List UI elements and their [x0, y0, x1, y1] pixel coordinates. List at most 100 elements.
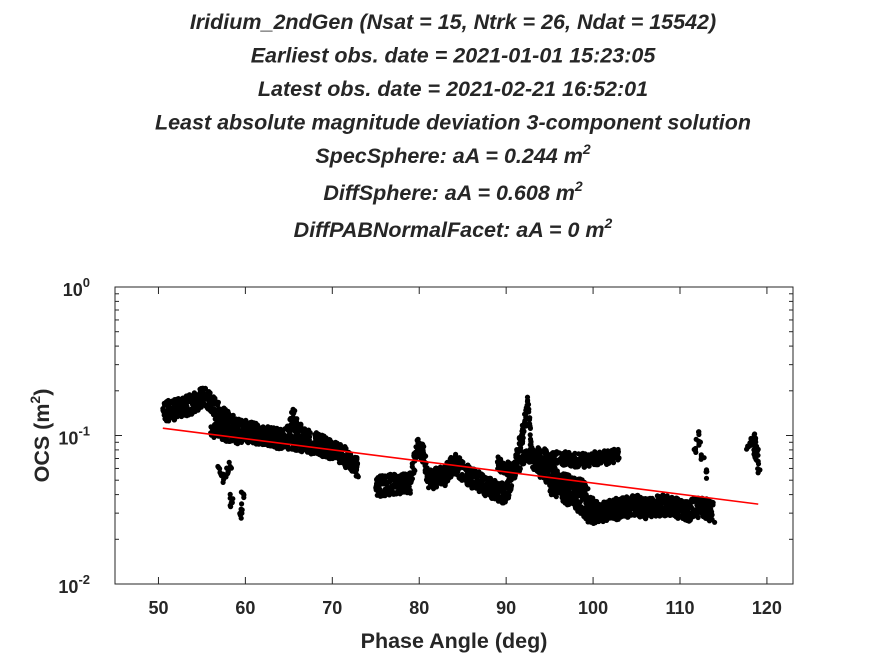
data-point: [552, 466, 558, 472]
data-point: [708, 513, 714, 520]
data-point: [460, 459, 466, 465]
data-point: [565, 501, 572, 507]
y-axis-label: OCS (m2): [27, 389, 54, 483]
data-point: [428, 467, 434, 473]
data-point: [755, 461, 762, 467]
data-point: [591, 458, 597, 464]
x-axis-label: Phase Angle (deg): [361, 629, 548, 653]
data-point: [527, 432, 533, 438]
component-unit-exponent: 2: [582, 141, 591, 157]
data-point: [519, 436, 526, 442]
data-point: [241, 492, 247, 498]
data-point: [662, 508, 668, 514]
data-point: [611, 508, 617, 514]
data-point: [288, 415, 294, 422]
data-point: [286, 433, 292, 439]
data-point: [575, 460, 581, 466]
component-unit-exponent: 2: [574, 178, 583, 194]
data-point: [583, 483, 589, 489]
data-point: [423, 453, 429, 459]
data-point: [314, 439, 320, 445]
data-point: [415, 437, 421, 443]
data-point: [626, 499, 632, 505]
data-point: [409, 464, 415, 470]
data-point: [755, 452, 761, 458]
data-point: [556, 450, 562, 456]
data-point: [566, 472, 572, 478]
data-point: [630, 493, 636, 499]
data-point: [542, 465, 548, 471]
data-point: [292, 419, 298, 426]
data-point: [526, 459, 532, 465]
data-point: [400, 471, 406, 477]
data-point: [603, 504, 609, 510]
data-point: [210, 412, 217, 418]
data-point: [425, 473, 431, 479]
data-point: [560, 498, 566, 504]
data-point: [669, 501, 676, 507]
data-point: [642, 496, 649, 502]
data-point: [527, 415, 533, 421]
data-point: [292, 408, 298, 414]
component-line: DiffPABNormalFacet: aA = 0 m2: [294, 215, 613, 242]
x-tick-label: 50: [148, 598, 168, 618]
data-point: [668, 495, 675, 501]
data-point: [584, 507, 590, 513]
data-point: [198, 404, 204, 410]
data-point: [560, 471, 567, 477]
data-point: [218, 424, 224, 430]
data-point: [228, 465, 234, 471]
data-point: [538, 448, 544, 454]
data-point: [321, 443, 327, 449]
data-point: [421, 444, 427, 450]
data-point: [653, 499, 659, 505]
data-point: [409, 476, 415, 482]
data-point: [696, 438, 702, 444]
data-point: [564, 490, 571, 496]
data-point: [431, 485, 437, 491]
data-point: [408, 471, 414, 477]
y-tick-label: 100: [63, 275, 90, 300]
data-point: [241, 420, 247, 426]
data-point: [220, 479, 226, 485]
data-point: [219, 415, 225, 421]
data-point: [348, 456, 354, 462]
data-point: [178, 413, 185, 420]
y-tick-label: 10-2: [58, 572, 90, 597]
data-point: [753, 456, 759, 462]
data-point: [568, 483, 575, 489]
data-point: [353, 464, 360, 470]
data-point: [662, 501, 668, 507]
data-point: [634, 493, 640, 499]
data-point: [239, 501, 245, 507]
data-point: [521, 458, 528, 464]
data-point: [489, 478, 495, 484]
data-point: [696, 431, 702, 438]
y-tick-label: 10-1: [58, 424, 90, 449]
data-point: [473, 485, 479, 491]
data-point: [581, 464, 588, 470]
data-point: [592, 516, 598, 522]
data-point: [391, 490, 397, 496]
data-point: [382, 476, 388, 482]
data-point: [504, 462, 510, 468]
data-point: [573, 498, 580, 504]
data-point: [638, 501, 644, 507]
data-point: [628, 506, 634, 512]
data-point: [300, 436, 306, 442]
title-line: Latest obs. date = 2021-02-21 16:52:01: [258, 77, 648, 101]
data-point: [229, 414, 235, 420]
component-unit-exponent: 2: [604, 215, 613, 231]
data-point: [197, 389, 203, 395]
data-point: [519, 440, 526, 446]
data-point: [525, 401, 531, 408]
data-point: [306, 427, 312, 433]
data-point: [447, 467, 453, 473]
data-point: [677, 503, 683, 509]
data-point: [755, 466, 761, 472]
data-point: [324, 451, 330, 457]
data-point: [286, 423, 292, 429]
data-point: [164, 398, 170, 405]
data-point: [556, 482, 562, 488]
data-point: [170, 412, 177, 418]
